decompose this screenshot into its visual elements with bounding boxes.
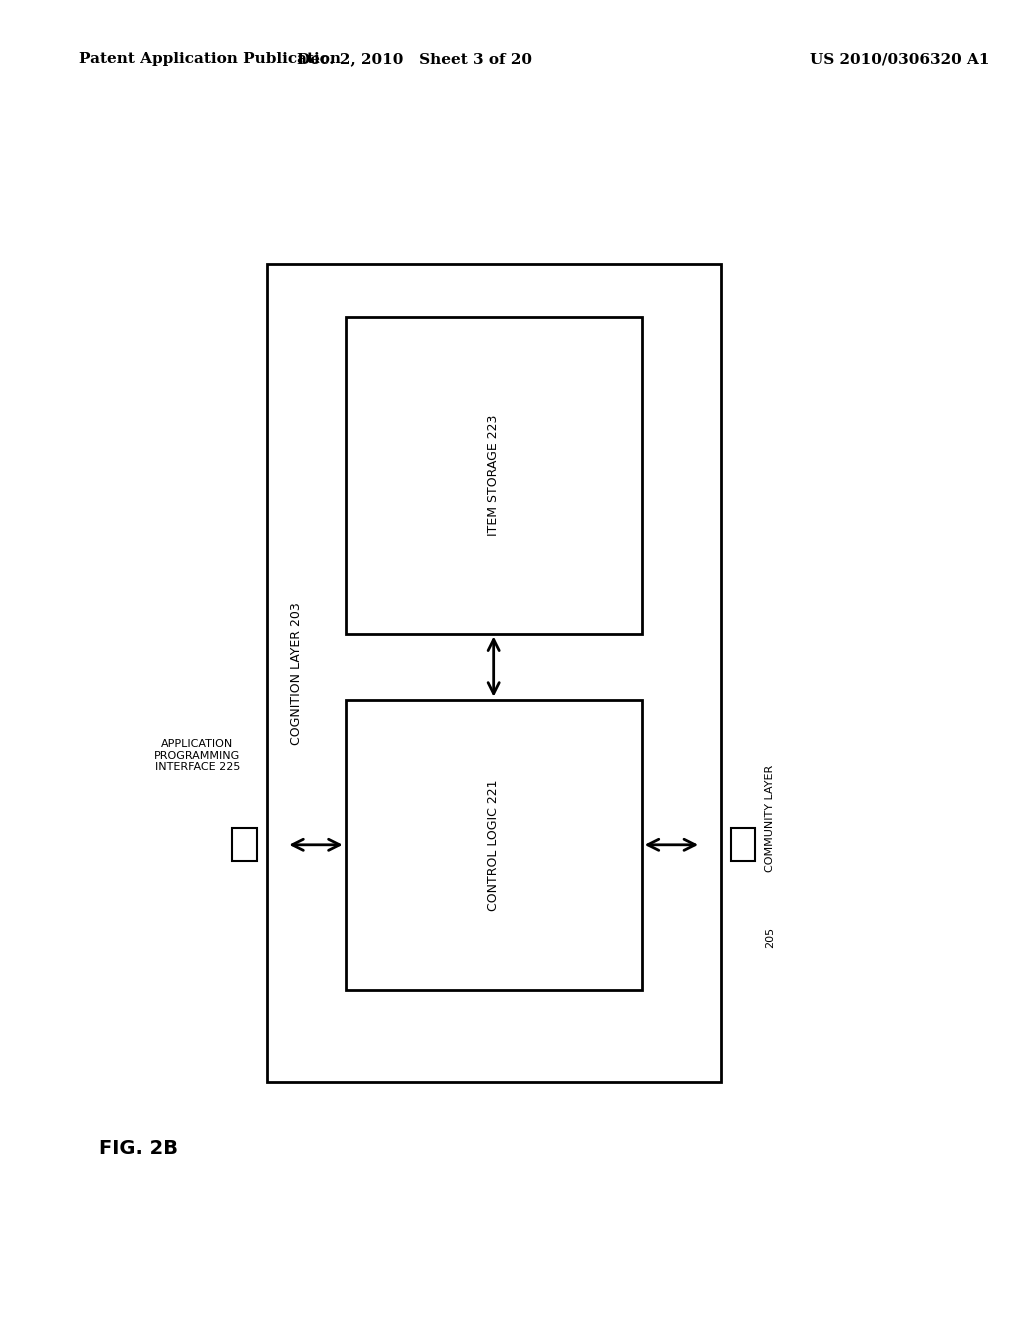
Text: FIG. 2B: FIG. 2B: [98, 1139, 178, 1158]
Text: APPLICATION
PROGRAMMING
INTERFACE 225: APPLICATION PROGRAMMING INTERFACE 225: [155, 739, 241, 772]
Bar: [731, 829, 756, 862]
Text: COMMUNITY LAYER: COMMUNITY LAYER: [765, 764, 775, 873]
Text: US 2010/0306320 A1: US 2010/0306320 A1: [810, 53, 989, 66]
Bar: [266, 264, 721, 1082]
Text: COGNITION LAYER 203: COGNITION LAYER 203: [290, 602, 303, 744]
Bar: [345, 700, 642, 990]
Text: ITEM STORAGE 223: ITEM STORAGE 223: [487, 414, 500, 536]
Text: Dec. 2, 2010   Sheet 3 of 20: Dec. 2, 2010 Sheet 3 of 20: [297, 53, 532, 66]
Bar: [345, 317, 642, 634]
Text: 205: 205: [765, 927, 775, 948]
Bar: [232, 829, 257, 862]
Text: Patent Application Publication: Patent Application Publication: [79, 53, 341, 66]
Text: CONTROL LOGIC 221: CONTROL LOGIC 221: [487, 779, 500, 911]
